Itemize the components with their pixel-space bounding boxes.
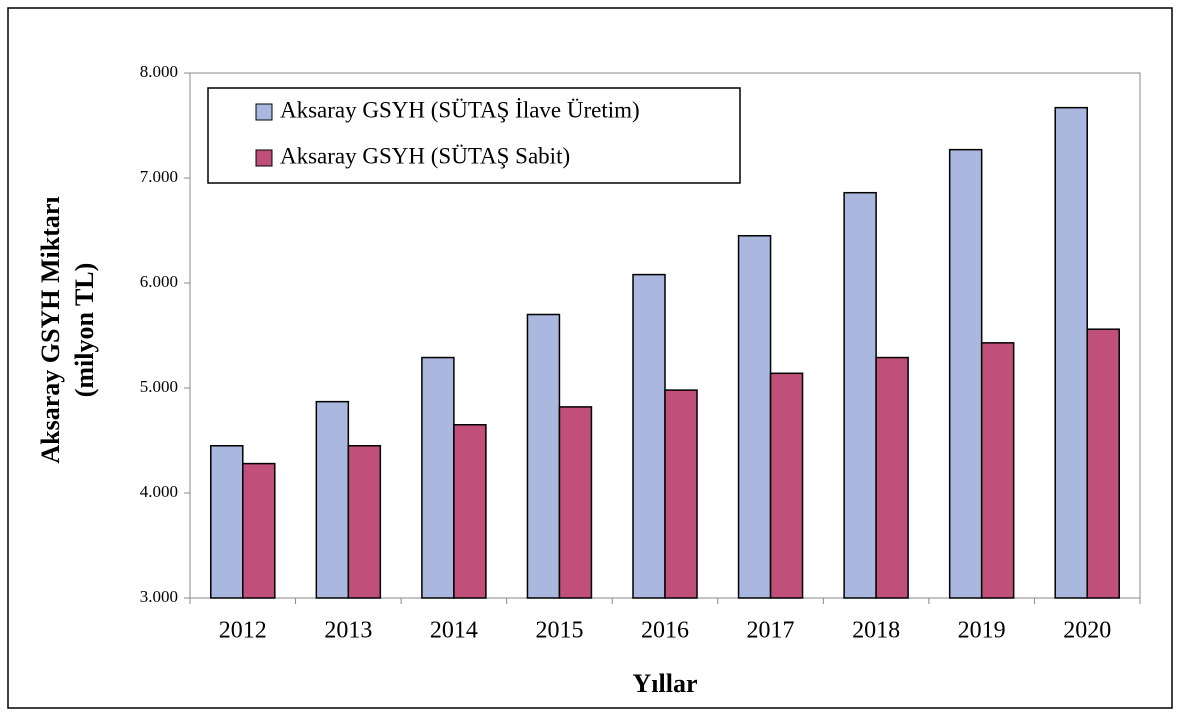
x-tick-label: 2013 bbox=[324, 618, 372, 644]
bar bbox=[843, 191, 877, 599]
x-tick-label: 2020 bbox=[1063, 618, 1111, 644]
bar bbox=[210, 445, 244, 599]
bar bbox=[526, 313, 561, 599]
bar bbox=[1086, 328, 1120, 599]
x-tick-label: 2018 bbox=[852, 618, 900, 644]
y-tick-label: 6.000 bbox=[140, 272, 178, 291]
bar bbox=[315, 400, 350, 599]
x-tick-label: 2014 bbox=[430, 618, 478, 644]
x-tick-label: 2016 bbox=[641, 618, 689, 644]
legend-swatch bbox=[255, 149, 273, 167]
y-axis-label: Aksaray GSYH Miktarı (milyon TL) bbox=[36, 196, 99, 463]
y-tick-label: 4.000 bbox=[140, 482, 178, 501]
legend-label: Aksaray GSYH (SÜTAŞ Sabit) bbox=[280, 143, 570, 168]
y-tick-label: 7.000 bbox=[140, 167, 178, 186]
bar bbox=[737, 235, 772, 599]
bar bbox=[347, 445, 382, 599]
bar bbox=[1054, 106, 1088, 599]
bar bbox=[558, 406, 593, 599]
bar bbox=[980, 342, 1015, 599]
bar bbox=[875, 356, 909, 599]
bar bbox=[769, 372, 804, 599]
bar bbox=[453, 424, 487, 599]
y-tick-label: 8.000 bbox=[140, 62, 178, 81]
x-tick-label: 2017 bbox=[747, 618, 795, 644]
x-axis-label: Yıllar bbox=[633, 669, 698, 698]
legend-box bbox=[207, 87, 741, 184]
x-tick-label: 2015 bbox=[535, 618, 583, 644]
legend-swatch bbox=[255, 103, 273, 121]
bar bbox=[421, 356, 455, 599]
bar bbox=[664, 389, 698, 599]
bar bbox=[242, 462, 276, 599]
y-tick-label: 3.000 bbox=[140, 587, 178, 606]
x-tick-label: 2012 bbox=[219, 618, 267, 644]
legend-label: Aksaray GSYH (SÜTAŞ İlave Üretim) bbox=[280, 97, 640, 122]
bar bbox=[632, 273, 666, 599]
y-axis-label-line: (milyon TL) bbox=[70, 263, 99, 398]
y-tick-label: 5.000 bbox=[140, 377, 178, 396]
y-axis-label-line: Aksaray GSYH Miktarı bbox=[36, 196, 65, 463]
bar bbox=[948, 148, 983, 599]
x-tick-label: 2019 bbox=[958, 618, 1006, 644]
